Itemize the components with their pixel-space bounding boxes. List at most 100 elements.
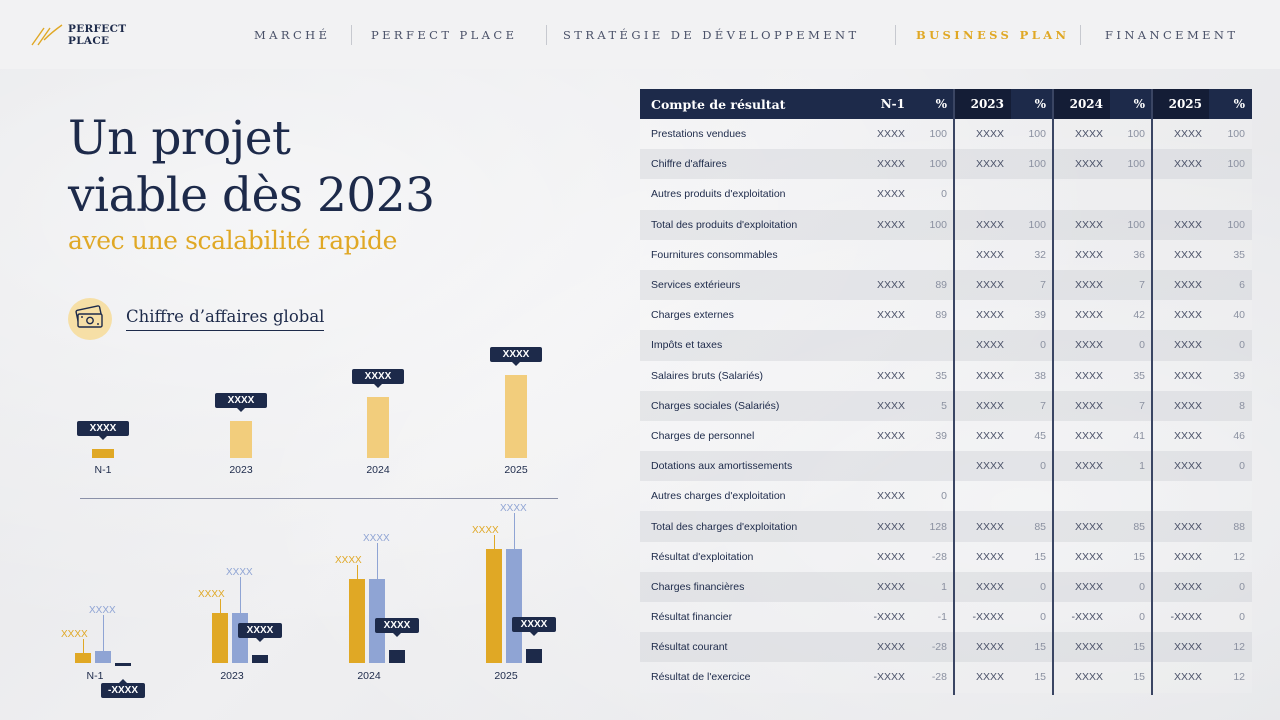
value-cell <box>858 330 912 361</box>
logo-icon <box>31 24 63 46</box>
leader-line <box>220 599 221 613</box>
value-cell: XXXX <box>858 390 912 421</box>
nav-item-financement[interactable]: FINANCEMENT <box>1105 28 1239 42</box>
chart-bar <box>486 549 502 663</box>
series-value-label: XXXX <box>472 525 499 536</box>
percent-cell: 100 <box>1011 119 1053 150</box>
table-header-cell: N-1 <box>858 89 912 119</box>
table-header-cell: 2025 <box>1152 89 1209 119</box>
value-cell: XXXX <box>858 481 912 512</box>
percent-cell: -28 <box>912 632 954 663</box>
value-cell: XXXX <box>1053 420 1110 452</box>
value-cell <box>954 179 1011 210</box>
value-cell: XXXX <box>954 511 1011 542</box>
leader-line <box>83 639 84 653</box>
table-header-cell: Compte de résultat <box>640 89 858 119</box>
value-cell: XXXX <box>1152 239 1209 270</box>
row-label: Total des charges d'exploitation <box>640 511 858 542</box>
year-divider <box>953 89 955 695</box>
value-cell <box>858 451 912 482</box>
value-cell: XXXX <box>1053 360 1110 391</box>
percent-cell: 100 <box>912 119 954 150</box>
row-label: Résultat de l'exercice <box>640 662 858 693</box>
percent-cell: 6 <box>1209 269 1252 301</box>
value-cell: -XXXX <box>954 602 1011 633</box>
row-label: Charges de personnel <box>640 420 858 452</box>
percent-cell: 88 <box>1209 511 1252 542</box>
percent-cell: 7 <box>1110 269 1152 301</box>
value-cell: XXXX <box>1053 330 1110 361</box>
table-header-cell: 2023 <box>954 89 1011 119</box>
x-axis-label: 2023 <box>220 670 244 682</box>
value-cell: XXXX <box>954 119 1011 150</box>
percent-cell: 0 <box>1209 330 1252 361</box>
chart-bar <box>212 613 228 663</box>
value-cell: XXXX <box>954 451 1011 482</box>
percent-cell: 32 <box>1011 239 1053 270</box>
percent-cell: 0 <box>1110 602 1152 633</box>
row-label: Autres charges d'exploitation <box>640 481 858 512</box>
percent-cell: 0 <box>1011 571 1053 602</box>
percent-cell: 45 <box>1011 420 1053 452</box>
value-cell: XXXX <box>954 360 1011 391</box>
nav-item-strategie[interactable]: STRATÉGIE DE DÉVELOPPEMENT <box>563 28 860 42</box>
value-tag: XXXX <box>352 369 404 388</box>
table-row: Charges externes XXXX 89 XXXX 39 XXXX 42 XXXX 40 <box>640 300 1252 331</box>
x-axis-label: 2025 <box>504 464 528 476</box>
value-cell: XXXX <box>1053 149 1110 180</box>
nav-item-marche[interactable]: MARCHÉ <box>254 28 331 42</box>
value-cell: -XXXX <box>1053 602 1110 633</box>
value-cell: XXXX <box>954 420 1011 452</box>
value-cell: XXXX <box>1152 511 1209 542</box>
table-row: Prestations vendues XXXX 100 XXXX 100 XXXX 100… <box>640 119 1252 150</box>
leader-line <box>494 535 495 549</box>
table-row: Impôts et taxes XXXX 0 XXXX 0 XXXX 0 <box>640 330 1252 361</box>
percent-cell: 39 <box>912 420 954 452</box>
value-cell: XXXX <box>858 571 912 602</box>
percent-cell: 41 <box>1110 420 1152 452</box>
percent-cell: 0 <box>1209 602 1252 633</box>
row-label: Fournitures consommables <box>640 239 858 270</box>
percent-cell: 39 <box>1209 360 1252 391</box>
value-tag: XXXX <box>215 393 267 412</box>
value-cell: XXXX <box>1053 300 1110 331</box>
value-cell: XXXX <box>954 300 1011 331</box>
chart-bar <box>75 653 91 663</box>
value-cell: XXXX <box>1152 209 1209 240</box>
percent-cell: 7 <box>1011 269 1053 301</box>
value-cell: XXXX <box>1053 119 1110 150</box>
value-cell: XXXX <box>954 209 1011 240</box>
value-cell: XXXX <box>1152 451 1209 482</box>
percent-cell: -28 <box>912 662 954 693</box>
value-cell: XXXX <box>1152 632 1209 663</box>
logo-line1: PERFECT <box>68 23 127 35</box>
nav-separator <box>351 25 352 45</box>
chart-bar <box>367 397 389 458</box>
leader-line <box>377 543 378 579</box>
percent-cell: 7 <box>1110 390 1152 421</box>
table-row: Autres produits d'exploitation XXXX 0 <box>640 179 1252 210</box>
percent-cell: 40 <box>1209 300 1252 331</box>
table-row: Services extérieurs XXXX 89 XXXX 7 XXXX 7 XXXX 6 <box>640 269 1252 301</box>
percent-cell: 128 <box>912 511 954 542</box>
value-cell: XXXX <box>954 390 1011 421</box>
x-axis-label: 2025 <box>494 670 518 682</box>
nav-item-business-plan[interactable]: BUSINESS PLAN <box>916 28 1070 42</box>
table-header-cell: % <box>1209 89 1252 119</box>
value-cell: XXXX <box>1152 330 1209 361</box>
logo[interactable]: PERFECT PLACE <box>30 22 126 48</box>
nav-item-perfect-place[interactable]: PERFECT PLACE <box>371 28 518 42</box>
table-row: Charges sociales (Salariés) XXXX 5 XXXX 7 XXX… <box>640 390 1252 421</box>
page-subtitle: avec une scalabilité rapide <box>68 226 397 255</box>
value-cell: XXXX <box>954 149 1011 180</box>
value-cell: XXXX <box>1053 239 1110 270</box>
value-cell: XXXX <box>1152 119 1209 150</box>
percent-cell <box>1209 179 1252 210</box>
value-cell: XXXX <box>858 119 912 150</box>
percent-cell: 5 <box>912 390 954 421</box>
row-label: Résultat courant <box>640 632 858 663</box>
chart-bar <box>252 655 268 663</box>
row-label: Résultat financier <box>640 602 858 633</box>
percent-cell: 15 <box>1011 662 1053 693</box>
percent-cell: 100 <box>1209 209 1252 240</box>
